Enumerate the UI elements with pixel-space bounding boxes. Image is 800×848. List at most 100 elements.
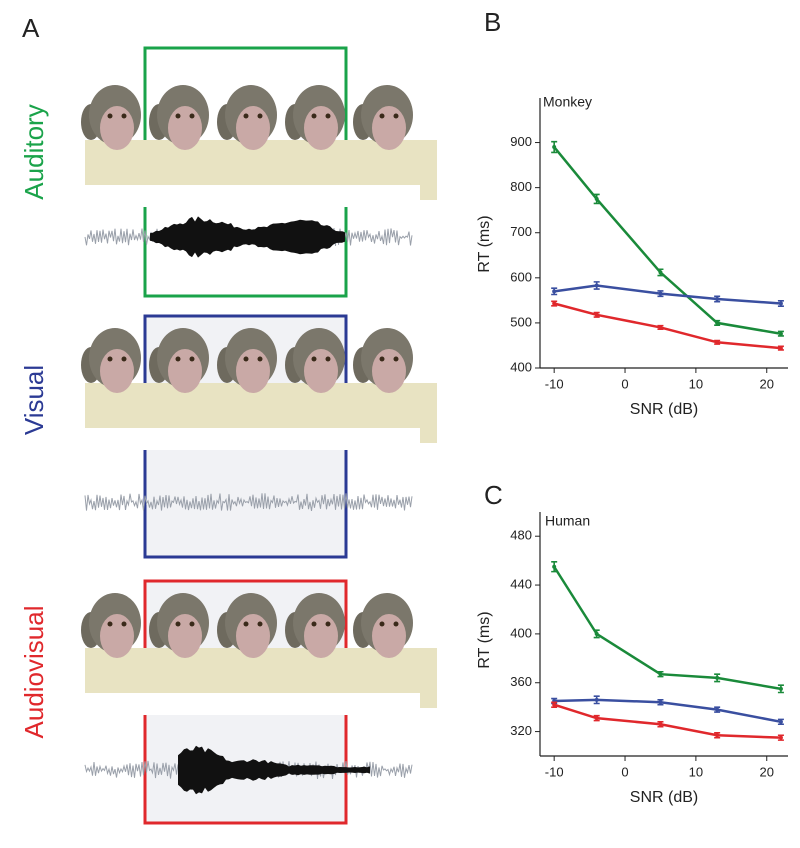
monkey-eye [175,113,181,119]
monkey-eye [107,356,113,362]
stimulus-panel [60,46,437,825]
data-point [552,564,557,569]
data-point [658,291,663,296]
monkey-face [168,349,202,393]
condition-label: Audiovisual [19,606,49,739]
series-line [553,703,781,739]
monkey-eye [393,621,399,627]
monkey-eye [325,356,331,362]
y-axis-label: RT (ms) [476,215,493,272]
x-tick-label: 0 [621,764,628,779]
x-tick-label: 20 [760,764,774,779]
monkey-face [304,106,338,150]
image-clip [60,428,420,450]
monkey-face [372,106,406,150]
y-axis-label: RT (ms) [476,611,493,668]
data-point [658,270,663,275]
y-tick-label: 900 [510,134,532,149]
y-tick-label: 600 [510,269,532,284]
series-line [553,302,782,350]
monkey-eye [189,113,195,119]
data-point [552,702,557,707]
y-tick-label: 480 [510,528,532,543]
data-point [552,289,557,294]
series-line [553,566,782,691]
data-point [594,283,599,288]
y-tick-label: 700 [510,224,532,239]
data-point [658,672,663,677]
monkey-eye [107,621,113,627]
data-point [778,735,783,740]
chart-title: Human [545,513,590,529]
monkey-face [236,614,270,658]
data-point [778,301,783,306]
series-line [554,284,782,305]
data-point [594,631,599,636]
condition-label: Visual [19,365,49,435]
monkey-face [100,349,134,393]
y-tick-label: 360 [510,674,532,689]
condition-label: Auditory [19,104,49,199]
monkey-eye [325,113,331,119]
monkey-eye [175,621,181,627]
monkey-eye [189,356,195,362]
monkey-face [304,614,338,658]
y-tick-label: 400 [510,359,532,374]
monkey-face [236,349,270,393]
monkey-eye [257,113,263,119]
chart-title: Monkey [543,94,592,110]
monkey-eye [107,113,113,119]
noise-wave [84,493,413,511]
y-tick-label: 320 [510,723,532,738]
data-point [658,700,663,705]
series-line [553,146,782,335]
monkey-eye [175,356,181,362]
monkey-eye [393,113,399,119]
data-point [778,346,783,351]
data-point [715,297,720,302]
data-point [778,686,783,691]
speech-wave [178,745,370,795]
image-clip [60,693,420,715]
data-point [778,331,783,336]
data-point [715,320,720,325]
monkey-face [304,349,338,393]
monkey-eye [121,621,127,627]
x-tick-label: 10 [689,376,703,391]
monkey-eye [257,621,263,627]
image-clip [60,185,420,207]
x-tick-label: 20 [760,376,774,391]
y-tick-label: 440 [510,576,532,591]
monkey-face [372,614,406,658]
data-point [594,312,599,317]
monkey-eye [311,356,317,362]
monkey-face [236,106,270,150]
data-point [715,675,720,680]
x-tick-label: 10 [689,764,703,779]
data-point [552,145,557,150]
panel-label: B [484,7,501,37]
monkey-eye [393,356,399,362]
data-point [594,697,599,702]
monkey-eye [257,356,263,362]
x-axis-label: SNR (dB) [630,401,698,418]
data-point [658,722,663,727]
monkey-eye [379,621,385,627]
x-tick-label: -10 [545,376,564,391]
data-point [715,707,720,712]
x-tick-label: 0 [621,376,628,391]
monkey-face [100,614,134,658]
x-axis-label: SNR (dB) [630,789,698,806]
monkey-face [100,106,134,150]
speech-wave [150,216,345,258]
monkey-eye [121,356,127,362]
panel-label: C [484,480,503,510]
monkey-eye [325,621,331,627]
y-tick-label: 400 [510,625,532,640]
monkey-face [168,106,202,150]
series-line [554,698,782,724]
monkey-eye [311,621,317,627]
monkey-eye [189,621,195,627]
